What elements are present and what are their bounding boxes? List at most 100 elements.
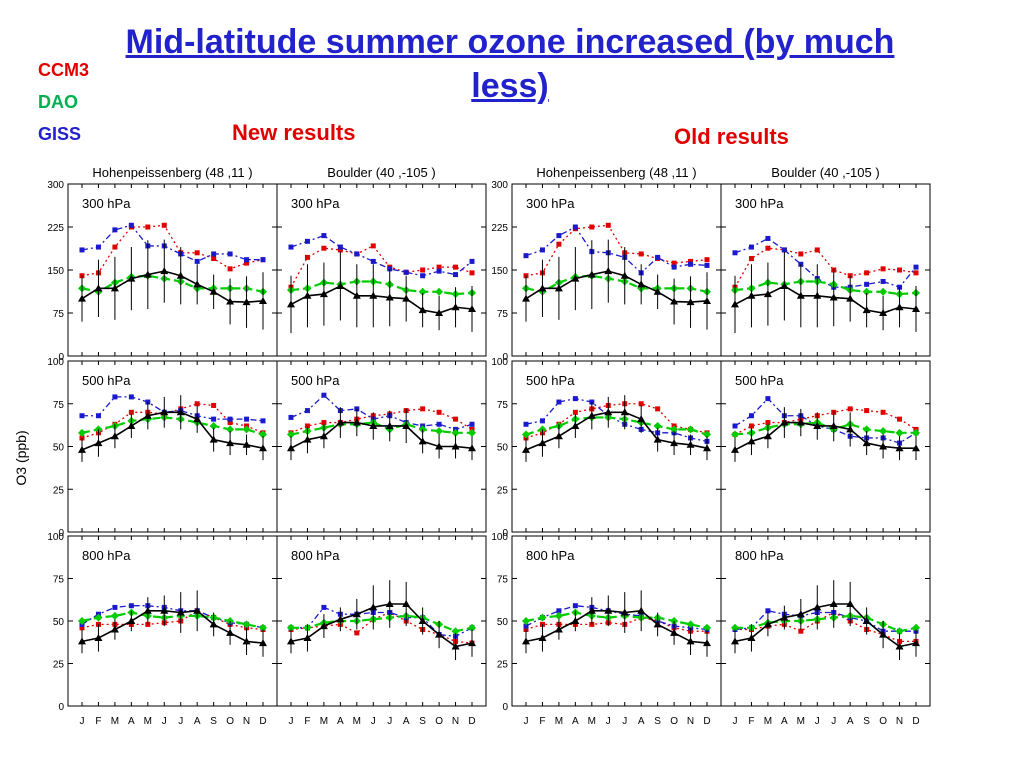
data-point-obs <box>160 267 169 275</box>
series-line-ccm3 <box>81 224 264 277</box>
data-point-dao <box>451 627 460 636</box>
data-point-dao <box>259 430 267 439</box>
data-point-obs <box>303 291 312 299</box>
x-tick-label: S <box>210 716 217 727</box>
y-tick-label: 100 <box>491 357 508 368</box>
x-tick-label: N <box>243 716 250 727</box>
data-point-obs <box>127 617 136 624</box>
y-tick-label: 100 <box>491 532 508 543</box>
data-point-obs <box>620 408 629 416</box>
data-point-obs <box>571 617 580 624</box>
y-tick-label: 300 <box>47 180 64 191</box>
data-point-giss <box>194 258 200 264</box>
data-point-ccm3 <box>453 416 459 422</box>
x-tick-label: F <box>748 716 754 727</box>
data-point-giss <box>304 238 310 244</box>
data-point-obs <box>686 637 695 645</box>
data-point-giss <box>748 413 754 419</box>
data-point-obs <box>747 634 756 641</box>
data-point-obs <box>110 284 119 292</box>
data-point-dao <box>895 428 904 437</box>
x-tick-label: J <box>815 716 820 727</box>
data-point-obs <box>451 303 460 311</box>
data-point-obs <box>242 440 251 448</box>
x-tick-label: S <box>654 716 661 727</box>
x-tick-label: F <box>539 716 545 727</box>
data-point-obs <box>895 642 904 650</box>
data-point-obs <box>127 274 136 282</box>
data-point-obs <box>879 630 888 638</box>
data-point-dao <box>78 428 86 437</box>
series-line-dao <box>525 611 708 629</box>
data-point-giss <box>572 603 578 609</box>
data-point-giss <box>112 227 118 233</box>
x-tick-label: M <box>764 716 772 727</box>
x-tick-label: J <box>178 716 183 727</box>
x-tick-label: O <box>879 716 887 727</box>
data-point-ccm3 <box>79 625 85 631</box>
data-point-giss <box>304 408 310 414</box>
data-point-obs <box>796 291 805 299</box>
data-point-giss <box>704 262 710 268</box>
data-point-giss <box>321 604 327 610</box>
data-point-obs <box>895 303 904 311</box>
series-line-obs <box>81 270 264 303</box>
data-point-obs <box>193 606 202 614</box>
y-tick-label: 150 <box>47 266 64 277</box>
data-point-obs <box>209 435 218 443</box>
data-point-obs <box>193 280 202 288</box>
data-point-ccm3 <box>638 401 644 407</box>
data-point-obs <box>780 282 789 290</box>
level-label: 800 hPa <box>291 548 340 563</box>
series-line-ccm3 <box>81 610 264 631</box>
x-tick-label: D <box>259 716 266 727</box>
data-point-dao <box>468 428 476 437</box>
data-point-dao <box>538 613 547 622</box>
data-point-obs <box>127 421 136 429</box>
series-line-ccm3 <box>525 616 707 632</box>
series-line-giss <box>525 397 708 443</box>
data-point-dao <box>78 617 86 625</box>
data-point-giss <box>469 421 475 427</box>
y-tick-label: 75 <box>497 309 509 320</box>
data-point-obs <box>352 610 361 618</box>
page-title: Mid-latitude summer ozone increased (by … <box>125 23 895 105</box>
data-point-obs <box>402 421 411 429</box>
x-tick-label: A <box>403 716 410 727</box>
x-tick-label: D <box>912 716 919 727</box>
data-point-obs <box>402 600 411 607</box>
data-point-dao <box>110 611 119 620</box>
data-point-giss <box>128 222 134 228</box>
series-line-dao <box>734 421 916 436</box>
data-point-dao <box>435 287 444 296</box>
data-point-obs <box>402 294 411 302</box>
x-tick-label: J <box>524 716 529 727</box>
panel-title: Hohenpeissenberg (48 ,11 ) <box>92 165 252 180</box>
x-tick-label: D <box>703 716 710 727</box>
data-point-dao <box>468 623 476 632</box>
data-point-obs <box>703 639 711 647</box>
data-point-giss <box>260 418 266 424</box>
data-point-obs <box>813 421 822 429</box>
data-point-giss <box>732 250 738 256</box>
data-point-obs <box>604 606 613 614</box>
data-point-obs <box>796 610 805 618</box>
data-point-giss <box>436 268 442 274</box>
data-point-giss <box>321 392 327 398</box>
data-point-obs <box>862 439 871 447</box>
data-point-obs <box>780 418 789 426</box>
data-point-obs <box>846 294 855 302</box>
data-point-dao <box>418 287 427 296</box>
data-point-ccm3 <box>572 409 578 415</box>
x-tick-label: S <box>419 716 426 727</box>
series-line-dao <box>290 421 472 436</box>
new-results-header: New results <box>232 120 356 145</box>
data-point-obs <box>369 603 378 611</box>
data-point-obs <box>653 287 662 295</box>
data-point-obs <box>862 617 871 624</box>
data-point-obs <box>747 437 756 445</box>
data-point-giss <box>244 257 250 263</box>
x-tick-label: J <box>831 716 836 727</box>
x-tick-label: J <box>80 716 85 727</box>
data-point-dao <box>451 428 460 437</box>
